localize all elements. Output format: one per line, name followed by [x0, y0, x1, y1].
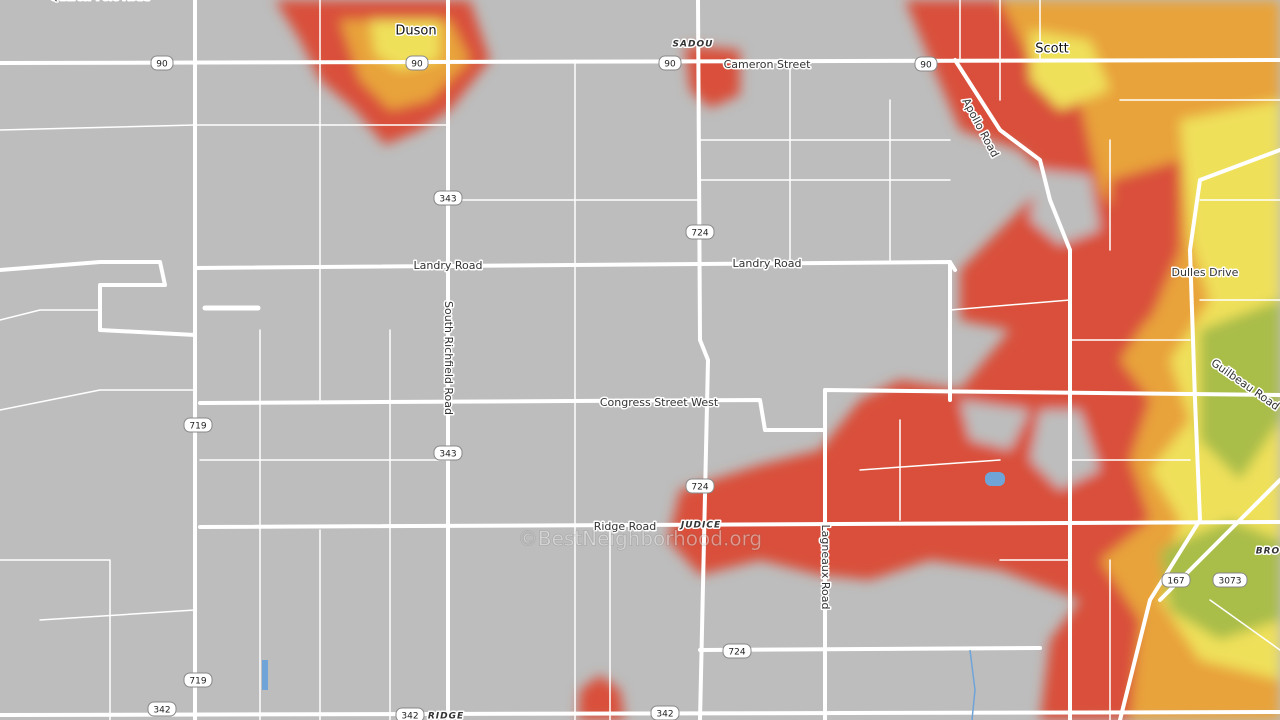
route-shield — [685, 224, 715, 240]
route-number: 724 — [691, 229, 708, 239]
place-label: South Richfield Road — [442, 301, 455, 415]
route-shield — [150, 55, 174, 71]
route-shield — [650, 705, 680, 720]
place-label: Dulles Drive — [1172, 266, 1239, 279]
place-label: Duson — [395, 24, 436, 39]
route-number: 342 — [401, 712, 418, 720]
place-label: JUDICE — [679, 521, 721, 531]
route-number: 3073 — [1219, 577, 1242, 587]
route-shield — [405, 55, 429, 71]
label-layer: Quarter Pole Road Duson SADOU Cameron Stree… — [49, 0, 1280, 720]
place-label: Lagneaux Road — [819, 525, 832, 610]
route-number: 167 — [1167, 577, 1184, 587]
shield-layer: 90 90 90 90 343 343 724 724 724 719 719 342 342 342 16… — [147, 55, 1248, 720]
route-shield — [685, 478, 715, 494]
place-label: Scott — [1035, 42, 1069, 57]
place-label: BRO — [1256, 547, 1280, 557]
route-shield — [433, 445, 463, 461]
route-number: 90 — [920, 61, 932, 71]
route-shield — [914, 56, 938, 72]
route-number: 343 — [439, 450, 456, 460]
place-label: Landry Road — [733, 257, 802, 270]
place-label: Quarter Pole Road — [50, 0, 150, 3]
place-label: RIDGE — [428, 712, 464, 720]
place-label: Ridge Road — [594, 520, 657, 533]
route-shield — [722, 643, 752, 659]
route-number: 90 — [156, 60, 168, 70]
route-shield — [1212, 572, 1248, 588]
place-label: SADOU — [673, 40, 714, 50]
pond — [262, 660, 268, 690]
route-shield — [1161, 572, 1191, 588]
route-number: 719 — [189, 677, 206, 687]
watermark: ©BestNeighborhood.org — [518, 527, 762, 551]
route-shield — [658, 55, 682, 71]
route-shield — [147, 701, 177, 717]
place-label: Landry Road — [414, 259, 483, 272]
route-number: 724 — [728, 648, 745, 658]
route-number: 724 — [691, 483, 708, 493]
route-number: 342 — [153, 706, 170, 716]
stream — [969, 649, 976, 720]
place-label: Congress Street West — [600, 396, 719, 409]
route-shield — [395, 707, 425, 720]
route-shield — [183, 417, 213, 433]
route-number: 90 — [664, 60, 676, 70]
route-number: 719 — [189, 422, 206, 432]
route-shield — [433, 190, 463, 206]
route-number: 343 — [439, 195, 456, 205]
route-number: 342 — [656, 710, 673, 720]
route-shield — [183, 672, 213, 688]
route-number: 90 — [411, 60, 423, 70]
place-label: Cameron Street — [724, 58, 811, 71]
pond — [985, 472, 1005, 486]
